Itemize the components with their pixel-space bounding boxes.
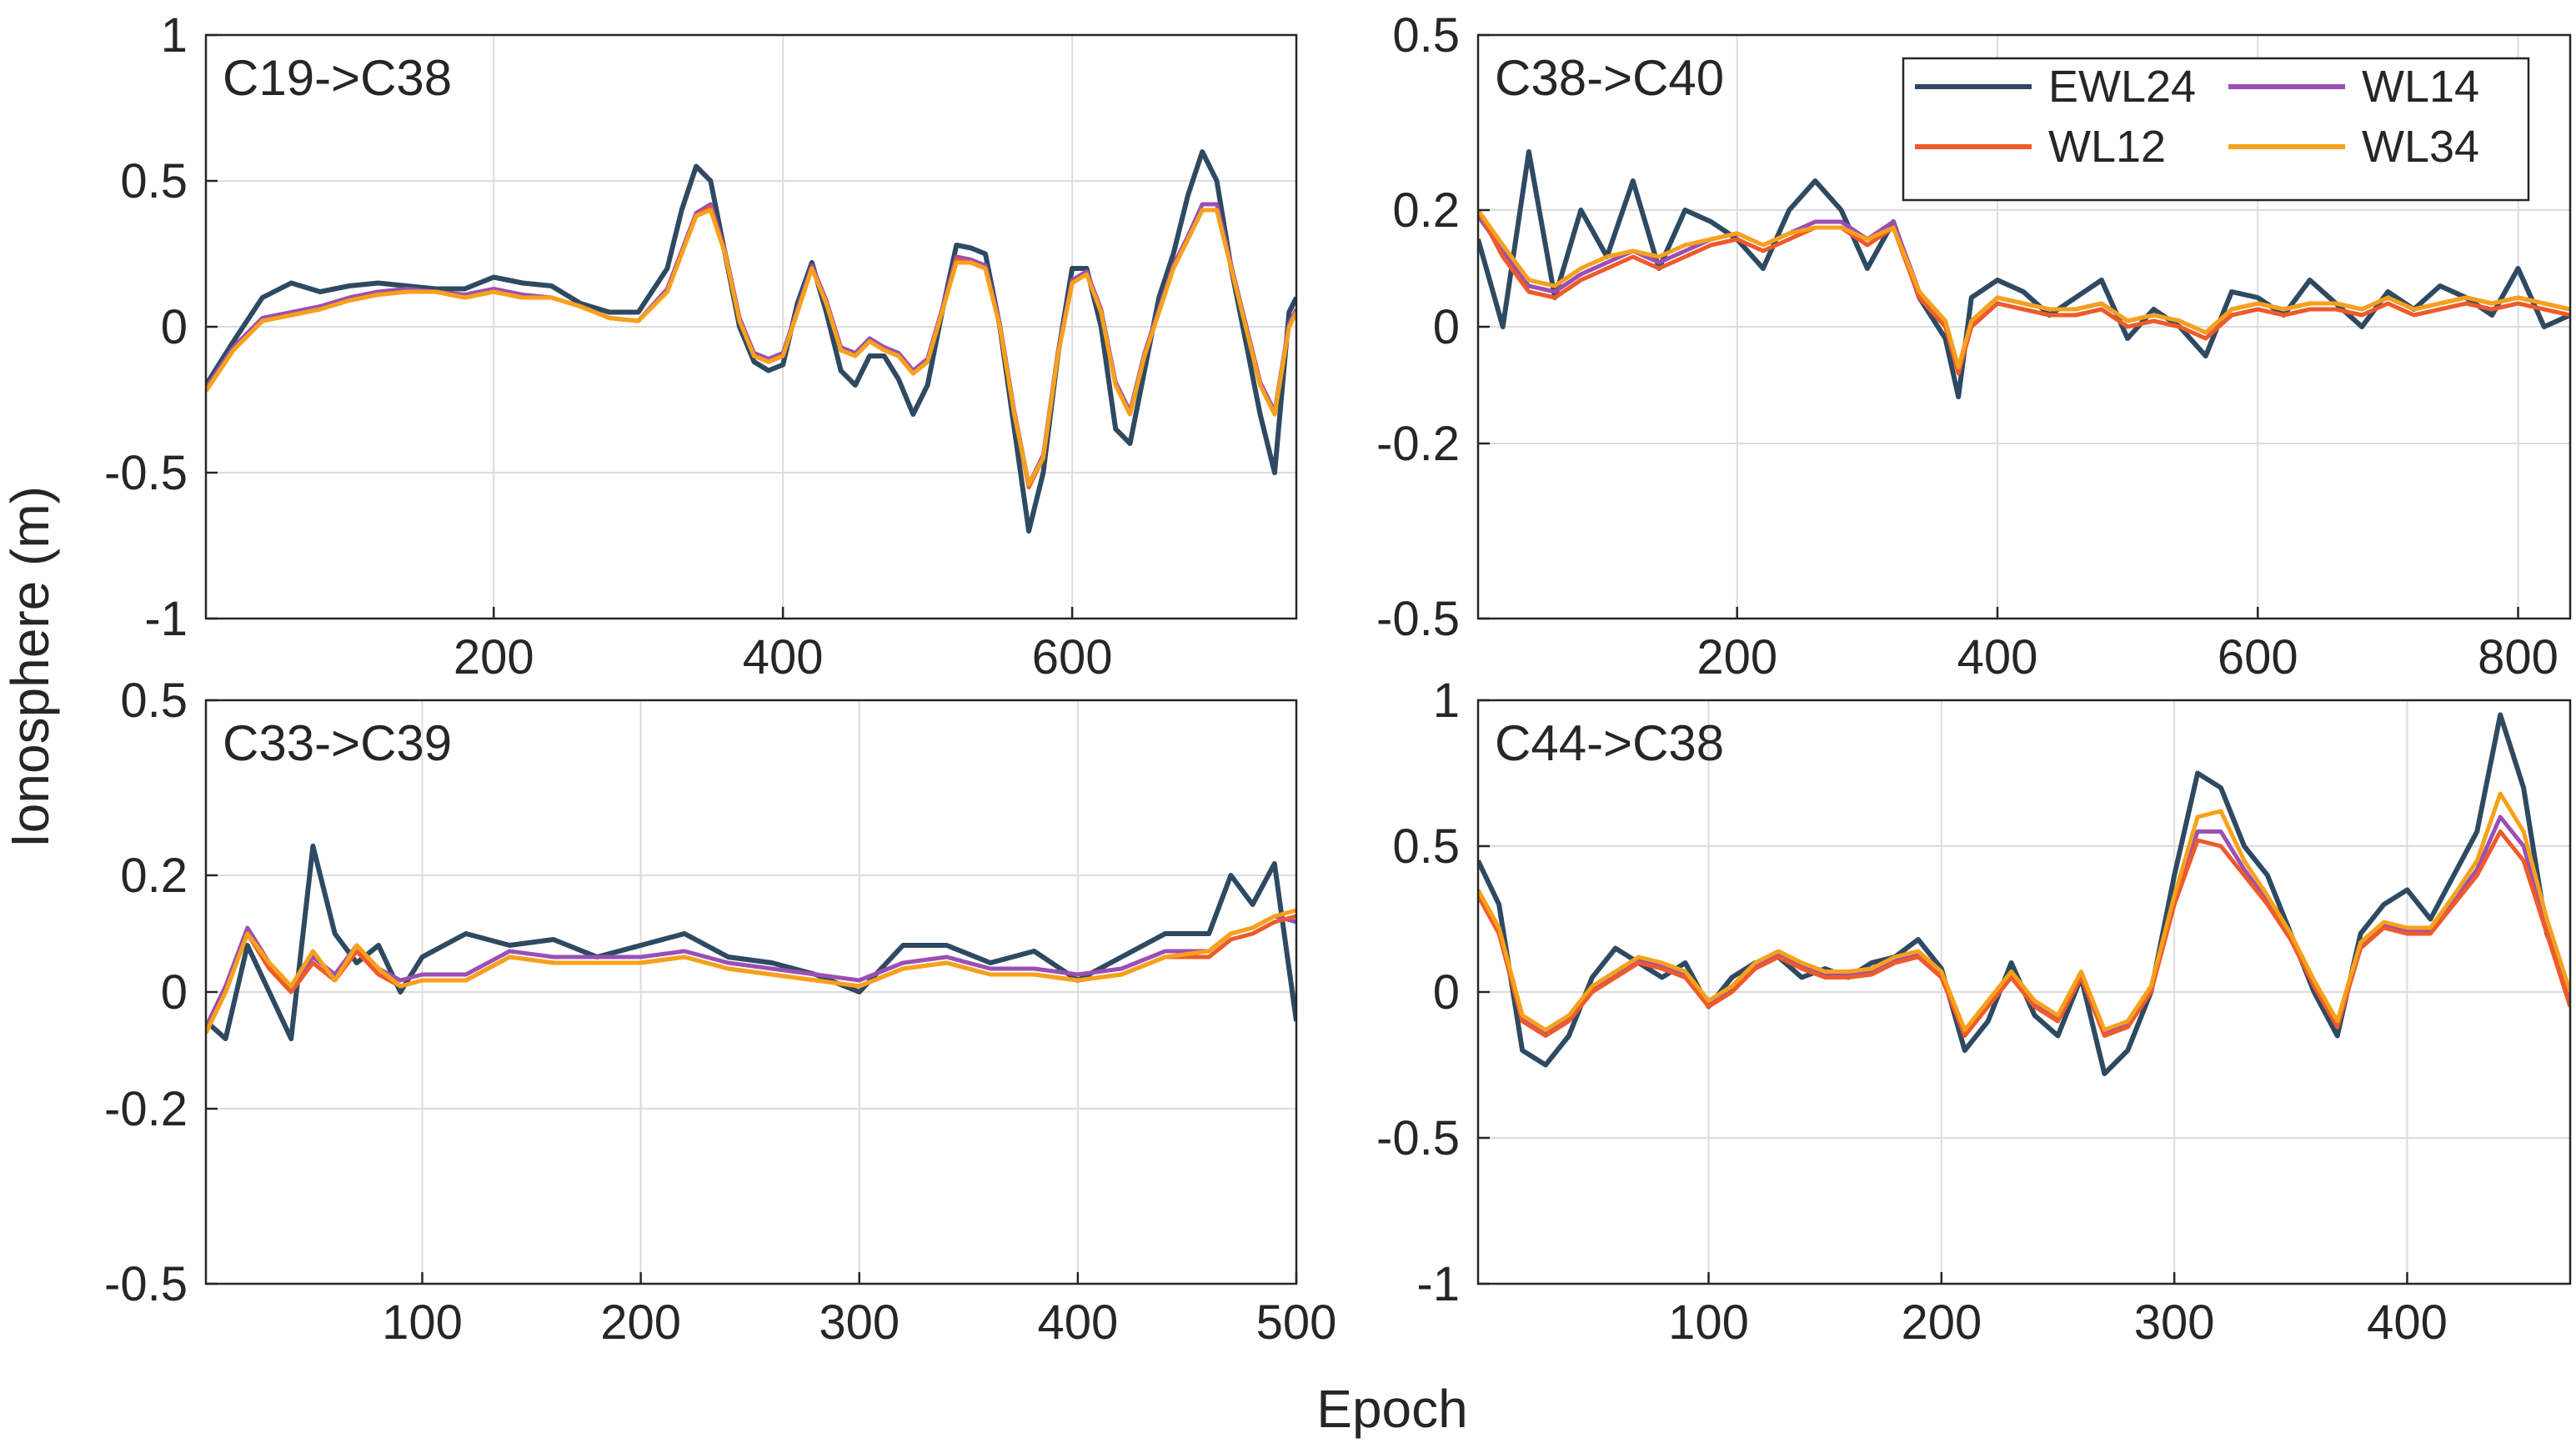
series-line-wl12 (1478, 208, 2570, 376)
series-line-wl12 (1478, 829, 2570, 1038)
series-line-wl34 (1478, 208, 2570, 370)
series-group (206, 844, 1296, 1041)
series-line-wl34 (206, 208, 1296, 487)
panel-label: C44->C38 (1495, 715, 1724, 771)
x-tick-label: 200 (1696, 630, 1777, 684)
x-tick-label: 600 (2218, 630, 2298, 684)
chart-panel-3: 100 200 300 400 500 -0.5 -0.2 0 0.2 0.5 C33->C39 (104, 674, 1336, 1350)
series-line-wl34 (206, 908, 1296, 1035)
x-tick-label: 200 (1901, 1295, 1982, 1350)
panel-label: C33->C39 (223, 715, 452, 771)
x-tick-label: 100 (382, 1295, 463, 1350)
x-tick-label: 400 (1957, 630, 2038, 684)
y-tick-label: -0.5 (1376, 592, 1460, 646)
series-line-wl34 (1478, 791, 2570, 1032)
series-line-ewl24 (206, 149, 1296, 534)
y-tick-label: 0 (161, 965, 188, 1020)
x-tick-label: 100 (1668, 1295, 1749, 1350)
x-axis-title: Epoch (1316, 1379, 1467, 1439)
series-group (1478, 712, 2570, 1076)
y-tick-label: 1 (1433, 674, 1460, 728)
x-tick-label: 800 (2478, 630, 2558, 684)
y-tick-label: 1 (161, 8, 188, 63)
x-tick-label: 300 (2134, 1295, 2215, 1350)
legend-label-wl34: WL34 (2362, 122, 2479, 172)
chart-panel-1: 200 400 600 -1 -0.5 0 0.5 1 C19->C38 (104, 8, 1298, 684)
y-tick-label: 0.5 (1392, 8, 1460, 63)
y-tick-label: 0 (1433, 965, 1460, 1020)
x-tick-label: 600 (1032, 630, 1113, 684)
x-tick-label: 300 (819, 1295, 900, 1350)
y-axis-title: Ionosphere (m) (0, 486, 60, 848)
series-line-ewl24 (206, 844, 1296, 1041)
y-tick-label: 0.2 (1392, 183, 1460, 238)
panel-label: C19->C38 (223, 50, 452, 106)
x-tick-label: 400 (743, 630, 824, 684)
y-tick-label: 0 (1433, 300, 1460, 354)
y-tick-label: -1 (144, 592, 188, 646)
legend-label-wl14: WL14 (2362, 62, 2479, 112)
y-tick-label: -0.2 (104, 1082, 188, 1136)
legend-box (1902, 57, 2530, 202)
x-tick-label: 500 (1256, 1295, 1337, 1350)
panels-group: 200 400 600 -1 -0.5 0 0.5 1 C19->C38 200 400 600 800… (104, 8, 2572, 1350)
y-tick-label: -0.5 (1376, 1111, 1460, 1165)
chart-panel-4: 100 200 300 400 -1 -0.5 0 0.5 1 C44->C38 (1376, 674, 2572, 1350)
y-tick-label: -1 (1416, 1257, 1460, 1311)
x-tick-label: 200 (600, 1295, 681, 1350)
x-tick-label: 400 (2367, 1295, 2448, 1350)
legend-label-wl12: WL12 (2048, 122, 2166, 172)
y-tick-label: 0.5 (120, 154, 188, 208)
series-group (206, 149, 1296, 534)
x-tick-label: 400 (1037, 1295, 1118, 1350)
legend: EWL24 WL14 WL12 WL34 (1902, 57, 2530, 202)
panel-label: C38->C40 (1495, 50, 1724, 106)
x-tick-label: 200 (454, 630, 534, 684)
y-tick-label: -0.5 (104, 1257, 188, 1311)
legend-label-ewl24: EWL24 (2048, 62, 2196, 112)
y-tick-label: 0 (161, 300, 188, 354)
y-tick-label: -0.2 (1376, 417, 1460, 471)
y-tick-label: 0.2 (120, 849, 188, 903)
y-tick-label: -0.5 (104, 446, 188, 500)
y-tick-label: 0.5 (1392, 819, 1460, 874)
series-group (1478, 149, 2570, 399)
y-tick-label: 0.5 (120, 674, 188, 728)
